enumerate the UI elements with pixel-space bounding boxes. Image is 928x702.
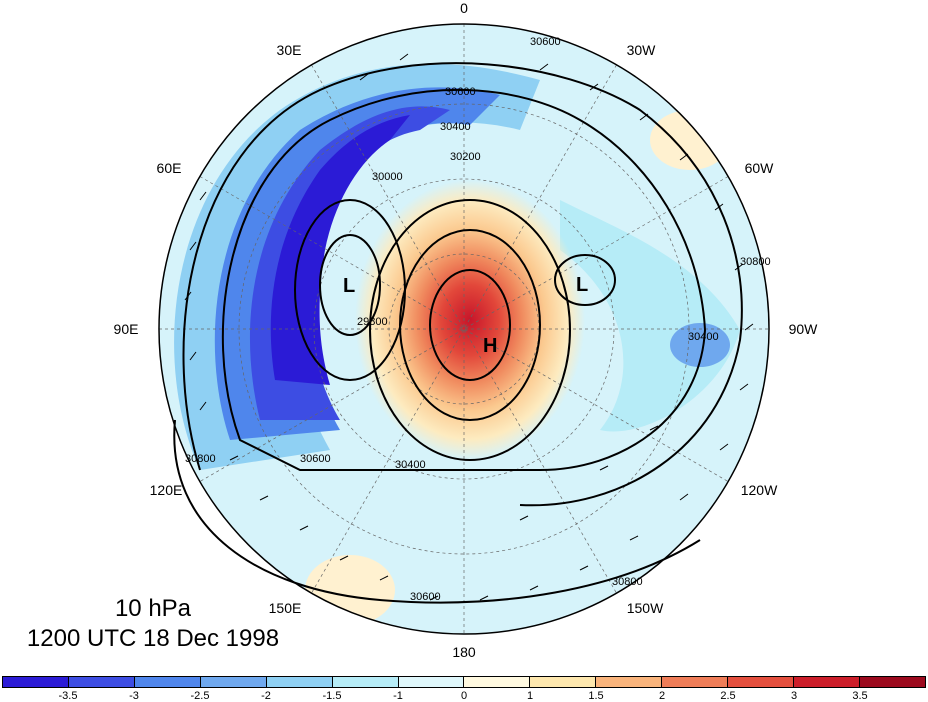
shaded-field [159,24,769,634]
colorbar-tick-label: 2 [658,690,666,702]
contour-label: 30600 [300,453,331,465]
colorbar-swatch [266,677,333,687]
contour-label: 30600 [445,86,476,98]
colorbar-tick-label: -2 [261,690,271,702]
lon-label-0: 0 [460,0,468,16]
colorbar [2,676,926,688]
lon-label-60e: 60E [156,160,182,176]
colorbar-swatch [398,677,465,687]
contour-label: 30000 [372,171,403,183]
colorbar-swatch [3,677,69,687]
colorbar-swatch [68,677,135,687]
low-center-mark: L [343,275,355,297]
contour-label-group: 30600 30600 30400 30200 30000 29800 3080… [185,36,771,603]
high-center-mark: H [483,335,497,357]
contour-label: 30400 [688,331,719,343]
colorbar-tick-label: -1.5 [322,690,342,702]
colorbar-tick-label: 2.5 [720,690,736,702]
colorbar-tick-label: 3 [790,690,798,702]
colorbar-swatch [530,677,597,687]
lon-label-30w: 30W [626,42,656,58]
contour-label: 30800 [185,453,216,465]
contour-label: 30800 [612,576,643,588]
low-center-mark: L [576,274,588,296]
colorbar-swatch [859,677,925,687]
colorbar-swatch [662,677,729,687]
colorbar-tick-label: -3 [129,690,139,702]
lon-label-90w: 90W [788,321,818,337]
lon-label-150w: 150W [626,600,664,616]
lon-label-30e: 30E [276,42,302,58]
colorbar-tick-label: 1 [526,690,534,702]
colorbar-tick-label: -1 [393,690,403,702]
colorbar-swatch [794,677,860,687]
colorbar-tick-label: 1.5 [588,690,604,702]
colorbar-tick-label: 0 [460,690,468,702]
contour-label: 30600 [410,591,441,603]
colorbar-swatch [134,677,201,687]
contour-label: 30400 [395,459,426,471]
height-contours [173,62,743,604]
colorbar-swatch [200,677,267,687]
contour-label: 29800 [357,316,388,328]
lon-label-180: 180 [452,644,476,660]
lon-label-150e: 150E [268,600,302,616]
contour-label: 30400 [440,121,471,133]
colorbar-tick-label: 3.5 [852,690,868,702]
colorbar-swatch [332,677,399,687]
colorbar-swatch [464,677,531,687]
contour-label: 30800 [740,256,771,268]
colorbar-tick-label: -3.5 [58,690,78,702]
lon-label-90e: 90E [113,321,139,337]
lon-label-60w: 60W [744,160,774,176]
colorbar-tick-label: -2.5 [190,690,210,702]
contour-label: 30600 [530,36,561,48]
colorbar-swatch [728,677,795,687]
level-caption: 10 hPa [114,595,192,622]
contour-label: 30200 [450,151,481,163]
colorbar-swatch [596,677,663,687]
time-caption: 1200 UTC 18 Dec 1998 [26,625,280,652]
lon-label-120e: 120E [149,482,183,498]
map-boundary [158,23,770,635]
lon-label-120w: 120W [740,482,778,498]
